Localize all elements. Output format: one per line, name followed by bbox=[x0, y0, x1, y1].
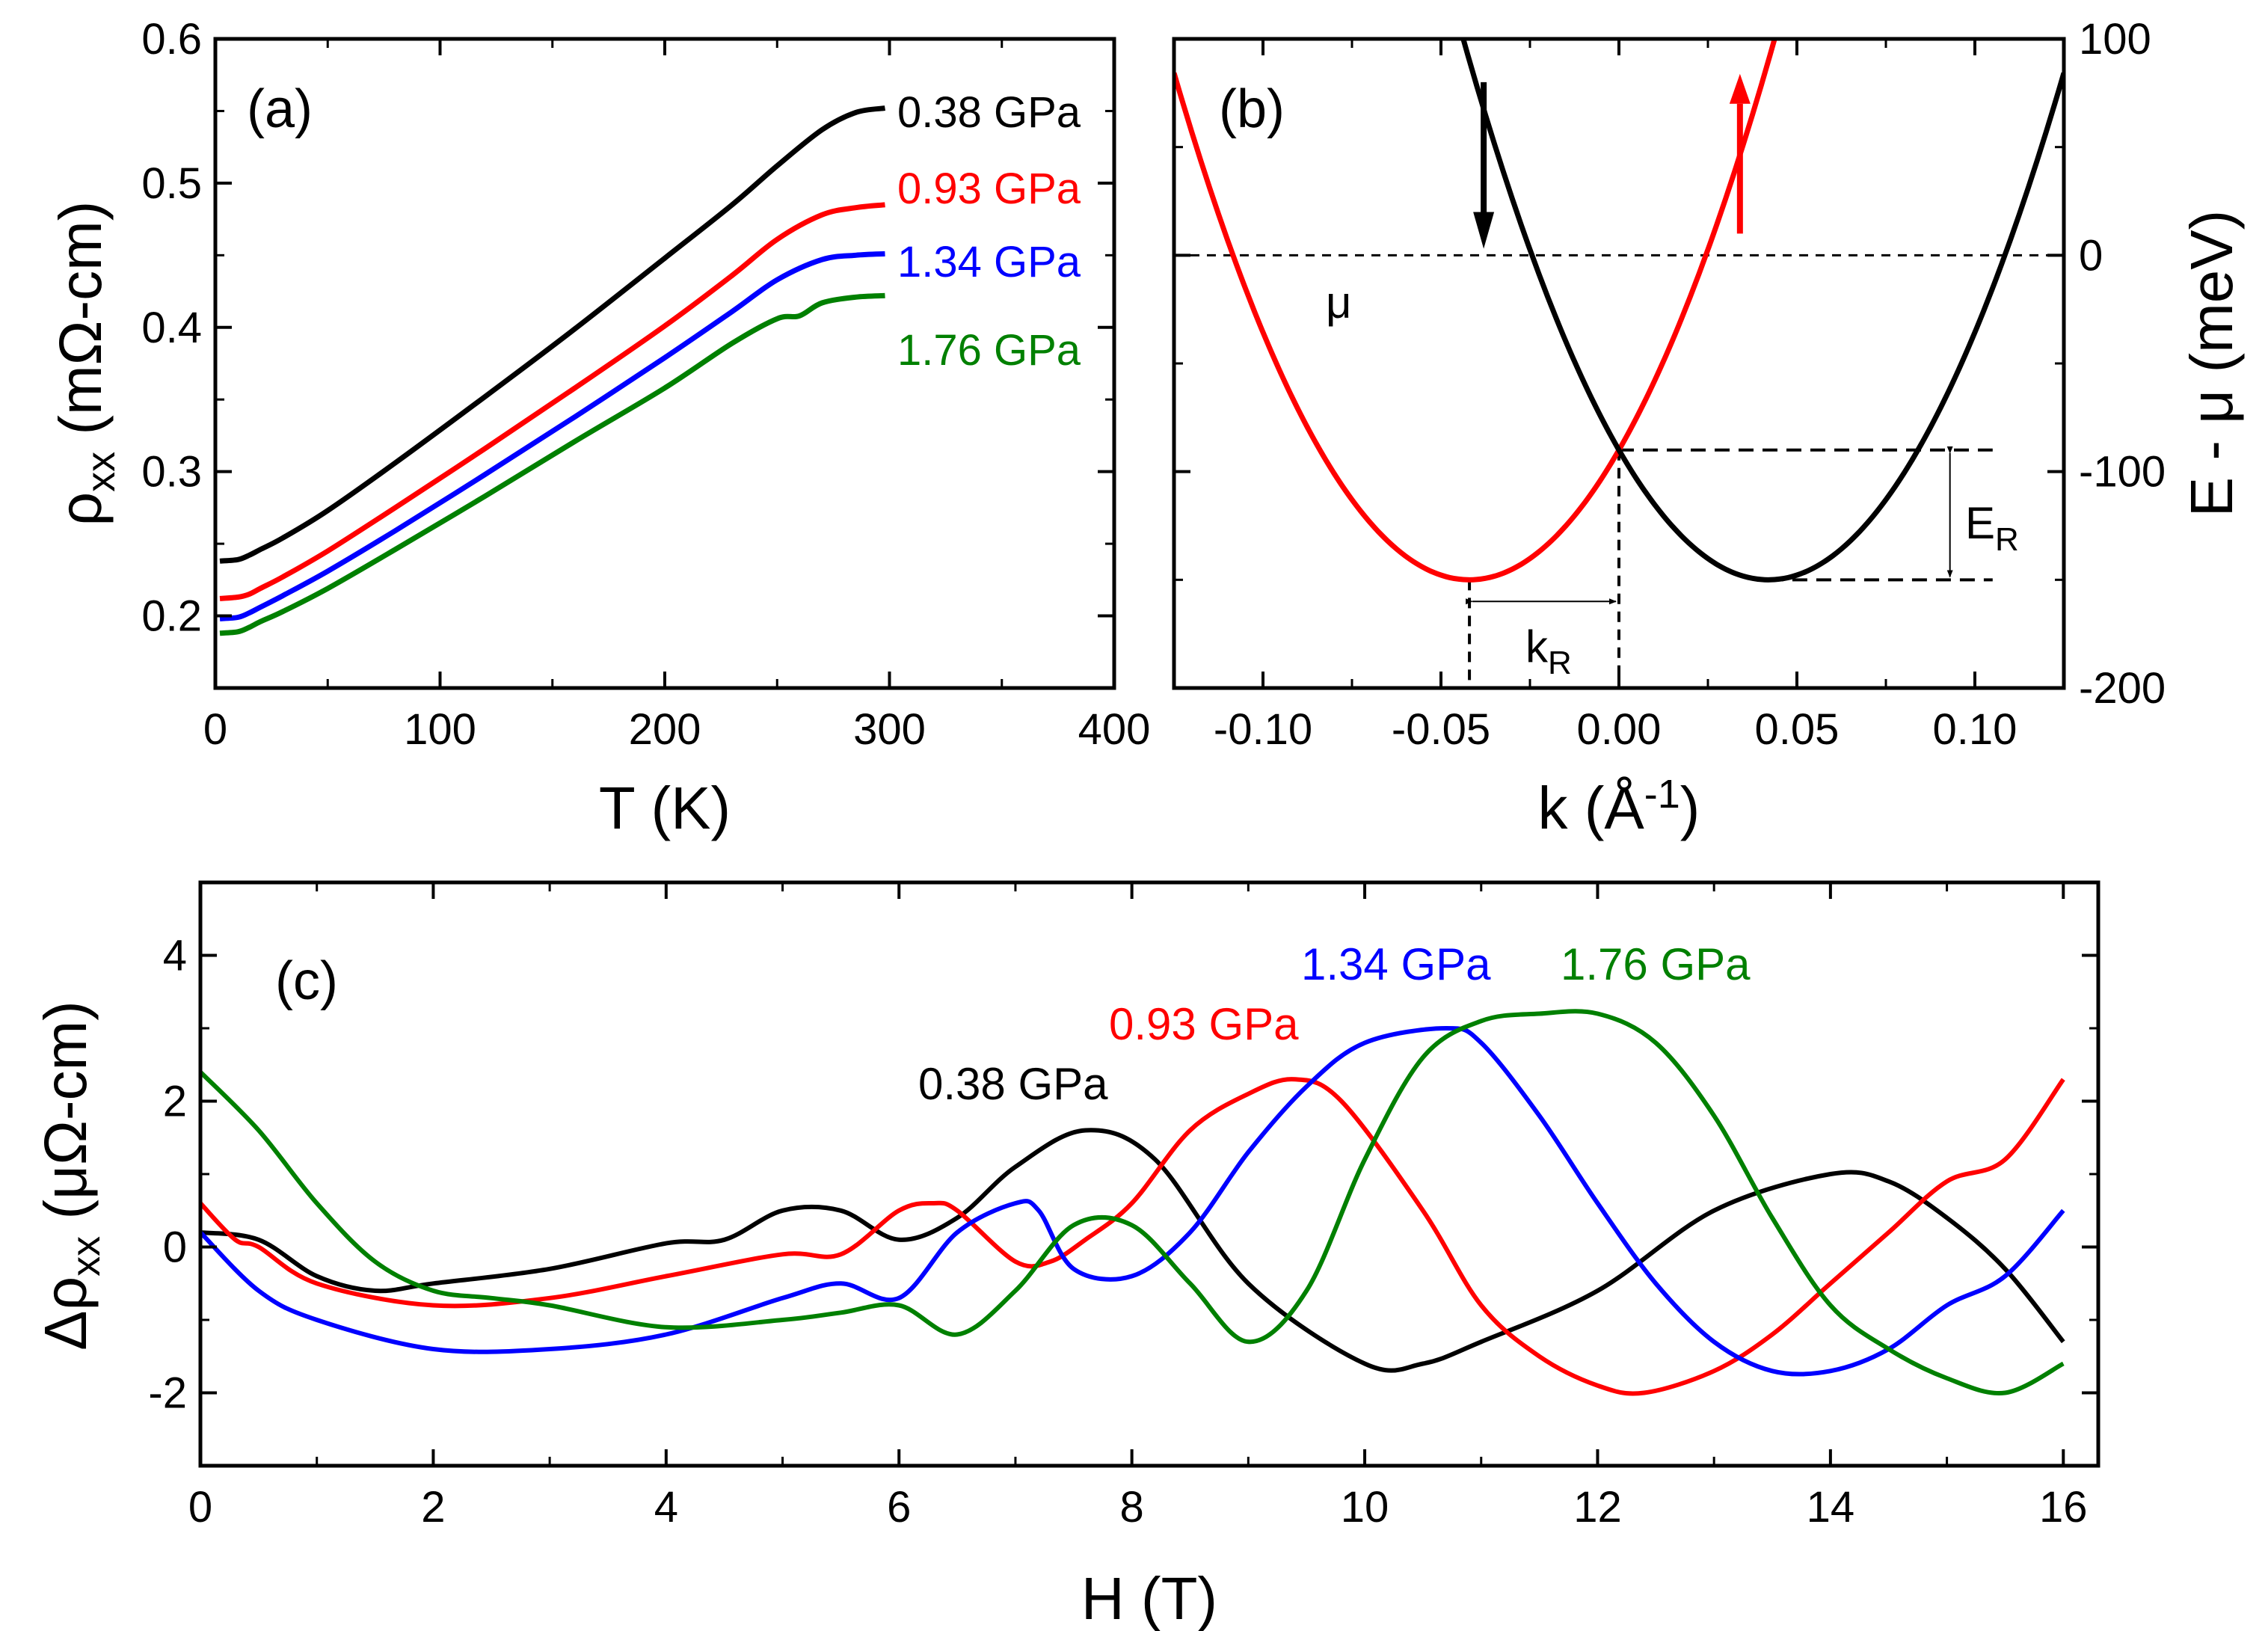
panel-b-xlabel-end: ) bbox=[1680, 775, 1700, 841]
panel-b-xlabel-main: k (Å bbox=[1538, 775, 1645, 841]
panel-a-ylabel-sub: xx bbox=[79, 452, 123, 492]
legend-a-1.34-gpa: 1.34 GPa bbox=[897, 238, 1081, 286]
series-c-1.34-gpa bbox=[200, 1025, 2065, 1377]
series-a-1.34-gpa bbox=[219, 251, 885, 621]
legend-a-1.76-gpa: 1.76 GPa bbox=[897, 326, 1081, 375]
panel-c-series-group bbox=[200, 1009, 2065, 1396]
y-tick-label: 0.4 bbox=[141, 304, 202, 352]
panel-b-chart: -0.10 -0.05 0.00 0.05 0.10 -200 -100 0 100 (b) μ… bbox=[1172, 15, 2245, 841]
x-tick-label: 12 bbox=[1573, 1483, 1622, 1532]
spin-down-band-curve bbox=[1460, 39, 2064, 583]
legend-c-0.93-gpa: 0.93 GPa bbox=[1109, 999, 1299, 1049]
series-c-1.76-gpa bbox=[200, 1009, 2065, 1396]
panel-b-x-axis-label: k (Å-1) bbox=[1538, 772, 1700, 841]
legend-c-1.76-gpa: 1.76 GPa bbox=[1561, 939, 1751, 989]
y-tick-label: 0.5 bbox=[141, 159, 202, 208]
series-a-1.76-gpa bbox=[219, 292, 885, 636]
x-tick-label: 14 bbox=[1807, 1483, 1855, 1532]
y-tick-label: 4 bbox=[163, 932, 187, 980]
er-sub: R bbox=[1995, 521, 2019, 558]
panel-b-bands-group bbox=[1174, 39, 2064, 583]
panel-a-series-group bbox=[219, 105, 886, 636]
y-tick-label: 0.3 bbox=[141, 448, 202, 497]
series-a-0.93-gpa bbox=[219, 202, 885, 601]
panel-c-ylabel-unit: (μΩ-cm) bbox=[32, 1001, 99, 1236]
panel-a-y-axis-label: ρxx (mΩ-cm) bbox=[47, 201, 123, 526]
panel-b-guides bbox=[1174, 254, 2064, 688]
x-tick-label: 0.10 bbox=[1933, 705, 2017, 754]
series-c-0.38-gpa bbox=[200, 1128, 2065, 1373]
x-tick-label: 300 bbox=[853, 705, 926, 754]
panel-a-ylabel-rho: ρ bbox=[47, 492, 114, 526]
er-main: E bbox=[1965, 498, 1995, 548]
panel-c-label: (c) bbox=[275, 951, 338, 1011]
x-tick-label: 200 bbox=[629, 705, 701, 754]
panel-a-ticks: 0 100 200 300 400 0.2 0.3 0.4 0.5 0.6 bbox=[141, 15, 1150, 754]
panel-a-label: (a) bbox=[247, 79, 313, 139]
x-tick-label: 0 bbox=[203, 705, 227, 754]
y-tick-label: 100 bbox=[2079, 15, 2151, 64]
kr-annotation: kR bbox=[1525, 621, 1572, 681]
series-a-0.38-gpa bbox=[219, 105, 886, 564]
y-tick-label: 0.6 bbox=[141, 15, 202, 64]
x-tick-label: 0 bbox=[188, 1483, 212, 1532]
panel-c-y-axis-label: Δρxx (μΩ-cm) bbox=[32, 1001, 108, 1351]
x-tick-label: 0.00 bbox=[1577, 705, 1662, 754]
mu-annotation: μ bbox=[1326, 277, 1352, 328]
panel-b-ticks: -0.10 -0.05 0.00 0.05 0.10 -200 -100 0 100 bbox=[1174, 15, 2166, 754]
legend-c-1.34-gpa: 1.34 GPa bbox=[1301, 939, 1491, 989]
panel-c-ylabel-drho: Δρ bbox=[32, 1277, 99, 1351]
spin-down-arrow-head bbox=[1473, 212, 1495, 249]
x-tick-label: 4 bbox=[654, 1483, 678, 1532]
er-annotation: ER bbox=[1965, 498, 2019, 558]
x-tick-label: -0.05 bbox=[1392, 705, 1490, 754]
y-tick-label: -200 bbox=[2079, 664, 2166, 713]
x-tick-label: 400 bbox=[1078, 705, 1151, 754]
y-tick-label: -100 bbox=[2079, 448, 2166, 497]
y-tick-label: 0.2 bbox=[141, 592, 202, 641]
y-tick-label: 0 bbox=[163, 1223, 187, 1272]
panel-b-y-axis-label: E - μ (meV) bbox=[2178, 210, 2245, 517]
panel-a-chart: 0 100 200 300 400 0.2 0.3 0.4 0.5 0.6 (a) 0.38 GP… bbox=[47, 15, 1150, 841]
x-tick-label: 8 bbox=[1120, 1483, 1144, 1532]
panel-c-frame bbox=[198, 880, 2100, 1468]
kr-sub: R bbox=[1548, 645, 1572, 681]
x-tick-label: -0.10 bbox=[1214, 705, 1312, 754]
panel-c-x-axis-label: H (T) bbox=[1081, 1565, 1217, 1631]
y-tick-label: -2 bbox=[148, 1369, 187, 1418]
legend-a-0.93-gpa: 0.93 GPa bbox=[897, 165, 1081, 213]
kr-main: k bbox=[1525, 621, 1549, 672]
x-tick-label: 6 bbox=[887, 1483, 911, 1532]
x-tick-label: 0.05 bbox=[1755, 705, 1840, 754]
legend-c-0.38-gpa: 0.38 GPa bbox=[918, 1059, 1108, 1109]
panel-b-frame bbox=[1172, 37, 2066, 690]
y-tick-label: 0 bbox=[2079, 231, 2103, 280]
panel-a-x-axis-label: T (K) bbox=[599, 775, 731, 841]
x-tick-label: 100 bbox=[404, 705, 476, 754]
panel-c-ticks: 0 2 4 6 8 10 12 14 16 -2 0 2 4 bbox=[148, 882, 2098, 1532]
panel-a-ylabel-unit: (mΩ-cm) bbox=[47, 201, 114, 452]
spin-up-band-curve bbox=[1174, 39, 1777, 583]
x-tick-label: 10 bbox=[1341, 1483, 1389, 1532]
panel-c-chart: 0 2 4 6 8 10 12 14 16 -2 0 2 4 (c) 0.38 GPa 0.93 GPa… bbox=[32, 880, 2100, 1631]
x-tick-label: 16 bbox=[2039, 1483, 2088, 1532]
panel-b-label: (b) bbox=[1219, 79, 1285, 139]
spin-arrows bbox=[1473, 73, 1751, 249]
legend-a-0.38-gpa: 0.38 GPa bbox=[897, 88, 1081, 137]
panel-c-ylabel-sub: xx bbox=[64, 1236, 108, 1277]
y-tick-label: 2 bbox=[163, 1078, 187, 1126]
x-tick-label: 2 bbox=[421, 1483, 445, 1532]
panel-b-xlabel-sup: -1 bbox=[1644, 772, 1680, 817]
series-c-0.93-gpa bbox=[200, 1077, 2065, 1396]
spin-up-arrow-head bbox=[1729, 73, 1751, 104]
